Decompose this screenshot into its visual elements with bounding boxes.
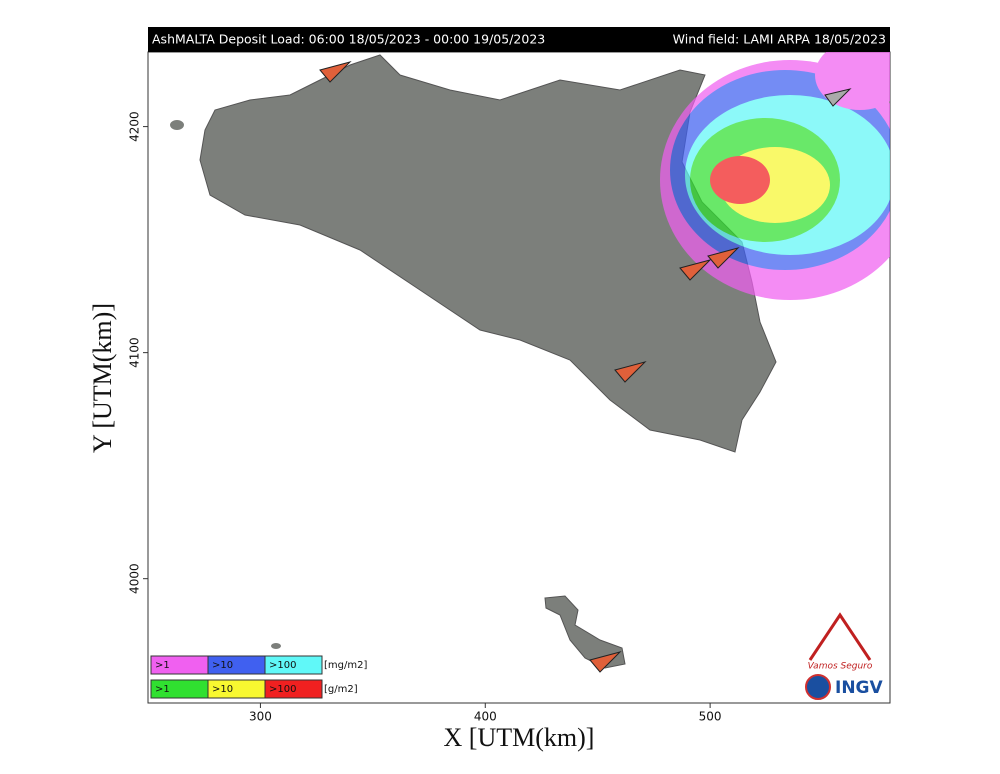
legend-label: >10 [212,684,233,695]
map-layers [170,52,890,673]
plane-icon [319,61,352,83]
legend-swatch [264,679,323,699]
legend: >1 >10 >100 [mg/m2] >1 >10 >100 [g/m2] [150,655,367,699]
axis-ticks: 300 400 500 4000 4100 4200 [128,111,722,723]
legend-label: >10 [212,660,233,671]
x-tick-label: 500 [699,710,722,724]
plane-icon [707,247,740,269]
x-tick-label: 400 [474,710,497,724]
logo: Vamos Seguro INGV [805,612,884,700]
islet [170,120,184,130]
x-axis-label: X [UTM(km)] [444,723,595,752]
legend-swatch [264,655,323,675]
header-bar [148,27,890,52]
legend-label: >1 [155,660,170,671]
legend-label: >1 [155,684,170,695]
legend-unit: [g/m2] [324,684,358,695]
header-right: Wind field: LAMI ARPA 18/05/2023 [673,32,886,47]
logo-text: INGV [835,678,884,698]
legend-label: >100 [269,660,296,671]
header-left: AshMALTA Deposit Load: 06:00 18/05/2023 … [152,32,545,47]
x-tick-label: 300 [249,710,272,724]
plane-icon [589,651,622,673]
y-tick-label: 4100 [128,337,142,368]
y-tick-label: 4200 [128,111,142,142]
y-axis-label: Y [UTM(km)] [88,303,117,453]
plane-icon [824,88,852,107]
ash-plume [660,52,890,300]
legend-label: >100 [269,684,296,695]
airports [319,61,852,673]
plane-icon [614,361,647,383]
islet [271,643,281,649]
logo-text: Vamos Seguro [808,662,873,672]
legend-unit: [mg/m2] [324,660,367,671]
malta [544,595,626,669]
plane-icon [679,259,712,281]
y-tick-label: 4000 [128,563,142,594]
